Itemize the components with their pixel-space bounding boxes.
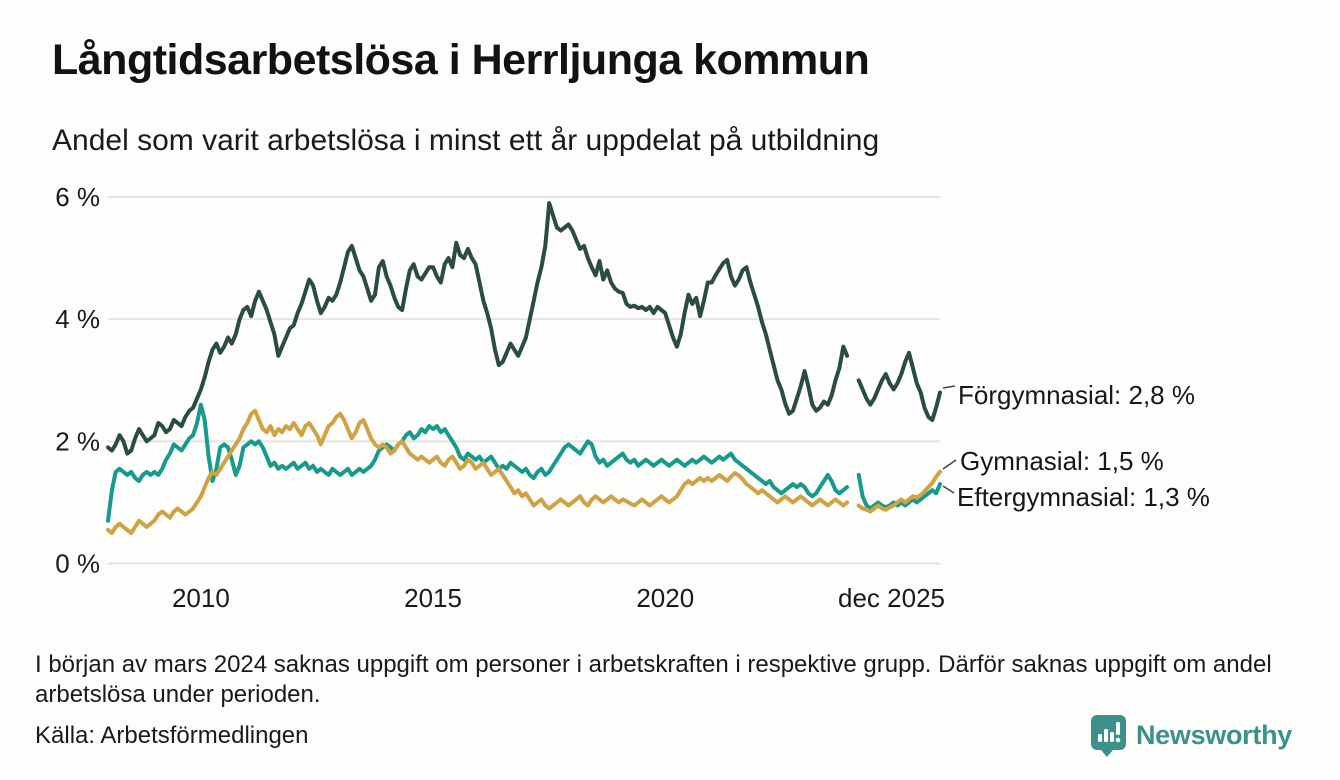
series-label-eftergymnasial: Eftergymnasial: 1,3 %: [957, 482, 1210, 512]
series-line-f-rgymnasial: [106, 201, 942, 456]
newsworthy-pin-barchart-icon: [1090, 714, 1127, 757]
y-tick-label-2: 2 %: [55, 426, 100, 456]
series-label-forgymnasial: Förgymnasial: 2,8 %: [958, 380, 1195, 410]
x-tick-label-2010: 2010: [172, 583, 230, 613]
leader-line-forgymnasial: [942, 385, 956, 389]
branding-wordmark: Newsworthy: [1135, 720, 1292, 750]
y-tick-label-6: 6 %: [55, 182, 100, 212]
label-leader-lines: [942, 385, 957, 494]
series-lines-group: [106, 201, 942, 535]
leader-line-eftergymnasial: [942, 485, 955, 494]
page-subtitle: Andel som varit arbetslösa i minst ett å…: [52, 124, 880, 157]
series-label-gymnasial: Gymnasial: 1,5 %: [960, 446, 1164, 476]
leader-line-gymnasial: [942, 459, 957, 470]
x-tick-label-2020: 2020: [636, 583, 694, 613]
y-tick-label-4: 4 %: [55, 304, 100, 334]
source-label: Källa: Arbetsförmedlingen: [35, 722, 309, 749]
axis-labels-group: 0 % 2 % 4 % 6 % 2010 2015 2020 dec 2025: [55, 182, 945, 613]
branding: Newsworthy: [1090, 714, 1292, 757]
x-tick-label-2015: 2015: [404, 583, 462, 613]
footnote-text: I början av mars 2024 saknas uppgift om …: [35, 651, 1272, 708]
y-tick-label-0: 0 %: [55, 549, 100, 579]
x-tick-label-dec-2025: dec 2025: [838, 583, 945, 613]
series-line-eftergymnasial: [106, 402, 942, 523]
gridlines-group: [108, 196, 940, 565]
series-line-gymnasial: [106, 408, 942, 535]
page-title: Långtidsarbetslösa i Herrljunga kommun: [52, 36, 870, 84]
